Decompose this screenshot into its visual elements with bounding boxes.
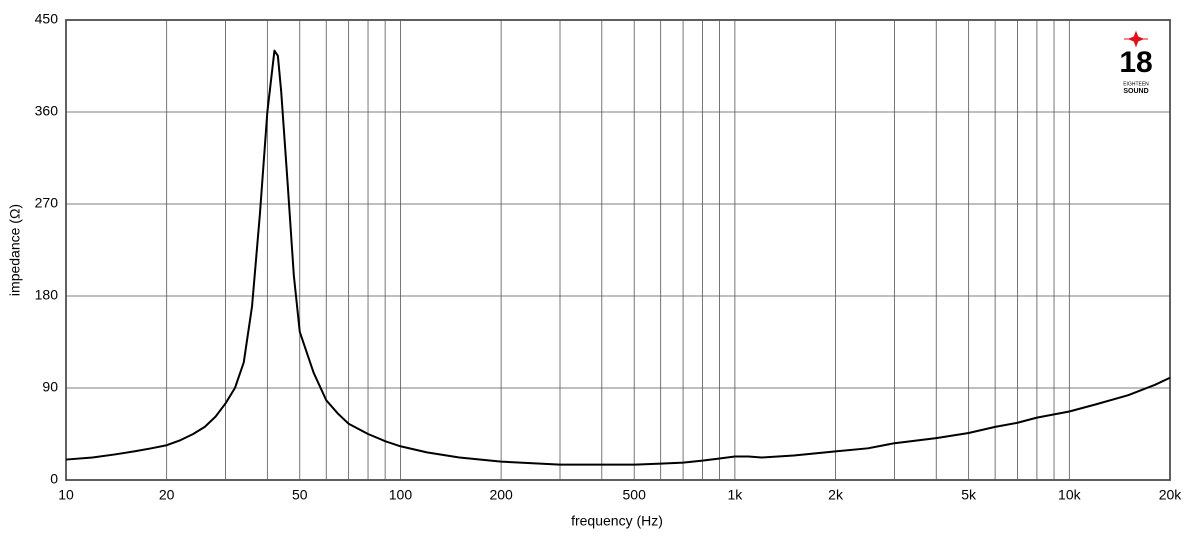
- logo-star: [1124, 30, 1148, 48]
- y-tick-label: 90: [42, 379, 58, 395]
- logo-line1: EIGHTEEN: [1123, 81, 1149, 87]
- x-tick-label: 500: [623, 487, 647, 503]
- logo-line2: SOUND: [1123, 88, 1148, 95]
- y-tick-label: 0: [50, 471, 58, 487]
- logo: 18 EIGHTEEN SOUND: [1119, 30, 1153, 95]
- logo-number: 18: [1119, 46, 1152, 79]
- x-tick-label: 20k: [1159, 487, 1183, 503]
- x-tick-label: 10: [58, 487, 74, 503]
- x-tick-label: 100: [389, 487, 413, 503]
- x-tick-label: 200: [489, 487, 513, 503]
- y-tick-label: 180: [35, 287, 59, 303]
- x-axis-label: frequency (Hz): [571, 513, 663, 529]
- x-tick-label: 50: [292, 487, 308, 503]
- y-tick-label: 360: [35, 103, 59, 119]
- x-tick-label: 2k: [828, 487, 844, 503]
- y-axis-label: impedance (Ω): [7, 204, 23, 296]
- x-tick-label: 5k: [961, 487, 977, 503]
- y-tick-label: 270: [35, 195, 59, 211]
- x-tick-label: 1k: [727, 487, 743, 503]
- y-tick-label: 450: [35, 11, 59, 27]
- x-tick-label: 10k: [1058, 487, 1082, 503]
- impedance-curve: [65, 49, 1171, 466]
- plot-frame: [65, 19, 1171, 481]
- x-tick-label: 20: [159, 487, 175, 503]
